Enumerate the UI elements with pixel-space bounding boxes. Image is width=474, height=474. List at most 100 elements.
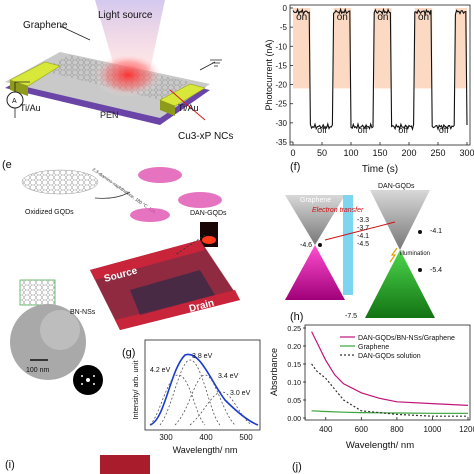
oxidized-gqds-label: Oxidized GQDs (25, 209, 74, 216)
h-ytick-label: 0.20 (287, 344, 301, 351)
on-label: on (337, 12, 348, 23)
off-label: off (317, 125, 327, 135)
b-ytick-label: -30 (275, 119, 287, 128)
photocurrent-series (292, 7, 468, 132)
b-xtick-label: 150 (372, 148, 387, 158)
panel-i-image (100, 455, 150, 474)
on-shade-3 (414, 8, 433, 89)
b-ytick-label: 0 (283, 4, 288, 13)
b-ytick-label: -5 (280, 23, 288, 32)
energy-level-label: -4.1 (430, 228, 442, 235)
absorbance-ylabel: Absorbance (269, 348, 279, 396)
on-label: on (418, 12, 429, 23)
hole-dot (418, 268, 422, 272)
absorbance-series-0 (311, 331, 469, 406)
off-label: off (398, 125, 408, 135)
pl-xtick-500: 500 (239, 433, 253, 442)
peak-label-2: 4.2 eV (150, 367, 171, 374)
dan-upper-cone (370, 190, 430, 250)
absorbance-plot-frame (304, 324, 471, 421)
on-shade-4 (455, 8, 467, 89)
bn-bar (343, 195, 353, 295)
legend-entry: Graphene (358, 344, 389, 351)
panel-i-letter: (i) (5, 459, 15, 471)
panel-a-device: Graphene Light source Ti/Au Ti/Au PEN Cu… (5, 0, 233, 142)
b-xtick-label: 100 (343, 148, 358, 158)
dan-gqd-flake-3 (130, 208, 170, 222)
oxidized-gqd-sheet (21, 169, 99, 195)
dan-gqd-flake-1 (138, 167, 182, 183)
absorbance-series-2 (311, 363, 468, 417)
source-electrode (90, 240, 205, 280)
h-xtick-label: 1000 (424, 425, 442, 434)
b-ytick-label: -25 (275, 100, 287, 109)
pl-xtick-400: 400 (199, 433, 213, 442)
pl-peak-3 (174, 374, 236, 426)
b-ytick-label: -10 (275, 42, 287, 51)
pl-peak-4 (189, 391, 253, 426)
energy-level-label: -7.5 (345, 313, 357, 320)
panel-e: (e Oxidized GQDs 2,3-diamino-naphthalene… (2, 159, 240, 395)
dan-gqds-label-f: DAN-GQDs (378, 183, 415, 190)
peak-label-1: 3.8 eV (192, 353, 213, 360)
light-beam (95, 0, 165, 70)
on-shade-0 (293, 8, 311, 89)
h-ytick-label: 0.10 (287, 380, 301, 387)
ti-au-right-label: Ti/Au (178, 103, 199, 113)
energy-level-label: -3.3 (357, 217, 369, 224)
graphene-dirac-point (318, 243, 322, 247)
b-xtick-label: 0 (290, 148, 295, 158)
panel-f-band-diagram: (f) Graphene DAN-GQDs Electron transfer … (285, 161, 442, 320)
h-xtick-label: 600 (355, 425, 369, 434)
graphene-lower-cone (285, 245, 345, 300)
legend-entry: DAN-GQDs/BN-NSs/Graphene (358, 335, 455, 342)
h-ytick-label: 0.25 (287, 326, 301, 333)
light-spot (93, 53, 163, 97)
legend-entry: DAN-GQDs solution (358, 353, 421, 360)
bn-nss-lattice (19, 279, 56, 306)
energy-level-label: -4.1 (357, 233, 369, 240)
peak-label-4: 3.0 eV (230, 390, 251, 397)
photocurrent-ylabel: Photocurrent (nA) (264, 39, 274, 110)
on-label: on (377, 12, 388, 23)
nanocrystal-label: Cu3-xP NCs (178, 131, 233, 142)
drain-electrode (115, 290, 240, 330)
transfer-arrow (324, 221, 396, 241)
scale-label: 100 nm (26, 367, 50, 374)
bn-nss-label: BN-NSs (70, 309, 96, 316)
graphene-label-f: Graphene (300, 197, 331, 204)
h-ytick-label: 0.15 (287, 362, 301, 369)
ti-au-left-label: Ti/Au (20, 103, 41, 113)
off-label: off (439, 125, 449, 135)
active-region (130, 270, 215, 315)
peak-label-3: 3.4 eV (218, 373, 239, 380)
pen-label: PEN (100, 110, 119, 120)
energy-level-label: -3.7 (357, 225, 369, 232)
pl-ylabel: Intensity/ arb. unit (131, 359, 140, 419)
illumination-label: illumination (400, 251, 430, 257)
dan-gqd-flake-2 (178, 192, 222, 208)
illumination-icon (389, 247, 398, 263)
panel-j-letter: (j) (292, 461, 302, 473)
h-xtick-label: 800 (390, 425, 404, 434)
photocurrent-chart: 0 50 100 150 200 250 300 0 -5 -10 -15 -20 -25 -30 -35 o… (264, 4, 474, 175)
energy-level-label: -4.5 (357, 241, 369, 248)
pl-xtick-300: 300 (159, 433, 173, 442)
b-xtick-label: 200 (401, 148, 416, 158)
dan-lower-cone (365, 250, 435, 318)
on-shade-2 (374, 8, 392, 89)
pl-total-curve (149, 353, 259, 426)
absorbance-series-1 (311, 410, 468, 414)
pl-plot-frame (144, 339, 261, 431)
b-xtick-label: 300 (459, 148, 474, 158)
energy-level-label: -4.6 (300, 242, 312, 249)
on-shade-1 (333, 8, 351, 89)
electron-dot (418, 230, 422, 234)
graphene-upper-cone (285, 195, 345, 245)
pl-peak-1 (149, 374, 206, 426)
b-ytick-label: -15 (275, 61, 287, 70)
ammeter-label: A (12, 98, 17, 105)
h-ytick-label: 0.00 (287, 416, 301, 423)
b-xtick-label: 250 (430, 148, 445, 158)
